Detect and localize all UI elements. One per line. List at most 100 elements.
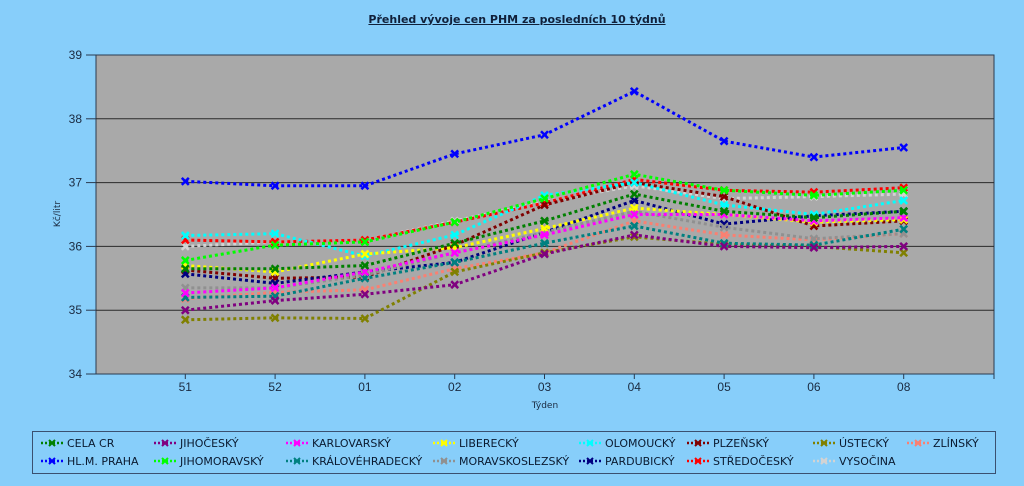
data-point [450, 257, 460, 267]
data-point [450, 149, 460, 159]
data-point [809, 213, 819, 223]
data-point [719, 206, 729, 216]
data-point [360, 314, 370, 323]
y-tick-label: 36 [69, 239, 83, 253]
legend: CELA CR HL.M. PRAHA JIHOČESKÝ JIHOMORAVSKÝ K… [32, 431, 996, 474]
data-point [180, 231, 190, 240]
x-tick-label: 08 [897, 380, 911, 394]
data-point [450, 230, 460, 240]
legend-swatch-icon [579, 439, 601, 447]
data-point [360, 249, 370, 259]
legend-swatch-icon [813, 457, 835, 465]
y-tick-label: 35 [69, 303, 83, 317]
data-point [450, 217, 460, 227]
legend-item: OLOMOUCKÝ [579, 436, 675, 450]
legend-item: STŘEDOČESKÝ [687, 454, 794, 468]
legend-label: ZLÍNSKÝ [933, 436, 979, 450]
legend-label: PARDUBICKÝ [605, 454, 675, 468]
data-point [899, 196, 909, 205]
data-point [360, 235, 370, 245]
legend-label: HL.M. PRAHA [67, 454, 139, 468]
legend-item: CELA CR [41, 436, 114, 450]
legend-item: JIHOMORAVSKÝ [154, 454, 264, 468]
series-jihomoravsk- [180, 169, 909, 265]
data-point [270, 264, 280, 274]
series-hl-m-praha [180, 86, 909, 191]
data-point [809, 152, 819, 162]
legend-label: VYSOČINA [839, 454, 896, 468]
data-point [629, 210, 639, 219]
legend-item: MORAVSKOSLEZSKÝ [433, 454, 569, 468]
x-tick-label: 05 [717, 380, 731, 394]
legend-swatch-icon [907, 439, 929, 447]
data-point [180, 176, 190, 186]
series-jiho-esk- [180, 230, 909, 315]
legend-item: KRÁLOVÉHRADECKÝ [286, 454, 422, 468]
data-point [899, 143, 909, 152]
legend-label: STŘEDOČESKÝ [713, 454, 794, 468]
x-tick-label: 06 [807, 380, 821, 394]
series-olomouck- [180, 178, 909, 261]
legend-item: ZLÍNSKÝ [907, 436, 979, 450]
legend-item: PLZEŇSKÝ [687, 436, 769, 450]
legend-label: KRÁLOVÉHRADECKÝ [312, 454, 423, 468]
data-point [360, 261, 370, 270]
series-line [185, 233, 904, 312]
data-point [899, 185, 909, 195]
legend-swatch-icon [286, 457, 308, 465]
legend-swatch-icon [687, 439, 709, 447]
x-axis-title: Týden [531, 401, 558, 411]
legend-swatch-icon [579, 457, 601, 465]
data-point [540, 194, 549, 203]
data-point [899, 215, 909, 224]
legend-item: HL.M. PRAHA [41, 454, 139, 468]
data-point [719, 136, 729, 146]
data-point [629, 230, 639, 240]
data-point [540, 216, 549, 226]
data-point [899, 242, 909, 251]
legend-swatch-icon [41, 457, 63, 465]
data-point [450, 280, 460, 290]
data-point [629, 189, 639, 199]
legend-swatch-icon [41, 439, 63, 447]
data-point [809, 190, 819, 200]
legend-label: KARLOVARSKÝ [312, 436, 391, 450]
y-tick-label: 37 [69, 176, 83, 190]
data-point [270, 313, 280, 323]
legend-swatch-icon [154, 457, 176, 465]
data-point [450, 248, 460, 258]
legend-label: JIHOMORAVSKÝ [180, 454, 264, 468]
legend-item: ÚSTECKÝ [813, 436, 889, 450]
legend-label: PLZEŇSKÝ [713, 436, 769, 450]
data-point [180, 305, 190, 315]
data-point [629, 169, 639, 179]
data-point [899, 206, 909, 216]
legend-label: CELA CR [67, 436, 115, 450]
y-tick-label: 38 [69, 112, 83, 126]
series-line [185, 177, 904, 244]
legend-swatch-icon [813, 439, 835, 447]
data-point [629, 221, 639, 231]
data-point [809, 243, 819, 253]
legend-item: VYSOČINA [813, 454, 896, 468]
data-point [719, 242, 729, 251]
data-point [540, 249, 549, 259]
x-tick-label: 01 [358, 380, 372, 394]
data-point [719, 230, 729, 240]
series-line [185, 172, 904, 262]
data-point [270, 240, 280, 250]
series-cela-cr [180, 189, 909, 274]
data-point [180, 288, 190, 298]
legend-item: PARDUBICKÝ [579, 454, 675, 468]
data-point [540, 230, 549, 240]
data-point [540, 238, 549, 248]
legend-label: MORAVSKOSLEZSKÝ [459, 454, 570, 468]
data-point [629, 232, 639, 242]
x-tick-label: 04 [628, 380, 642, 394]
y-tick-label: 34 [69, 367, 83, 381]
data-point [629, 178, 639, 187]
legend-label: LIBERECKÝ [459, 436, 519, 450]
legend-item: KARLOVARSKÝ [286, 436, 391, 450]
data-point [719, 185, 729, 195]
